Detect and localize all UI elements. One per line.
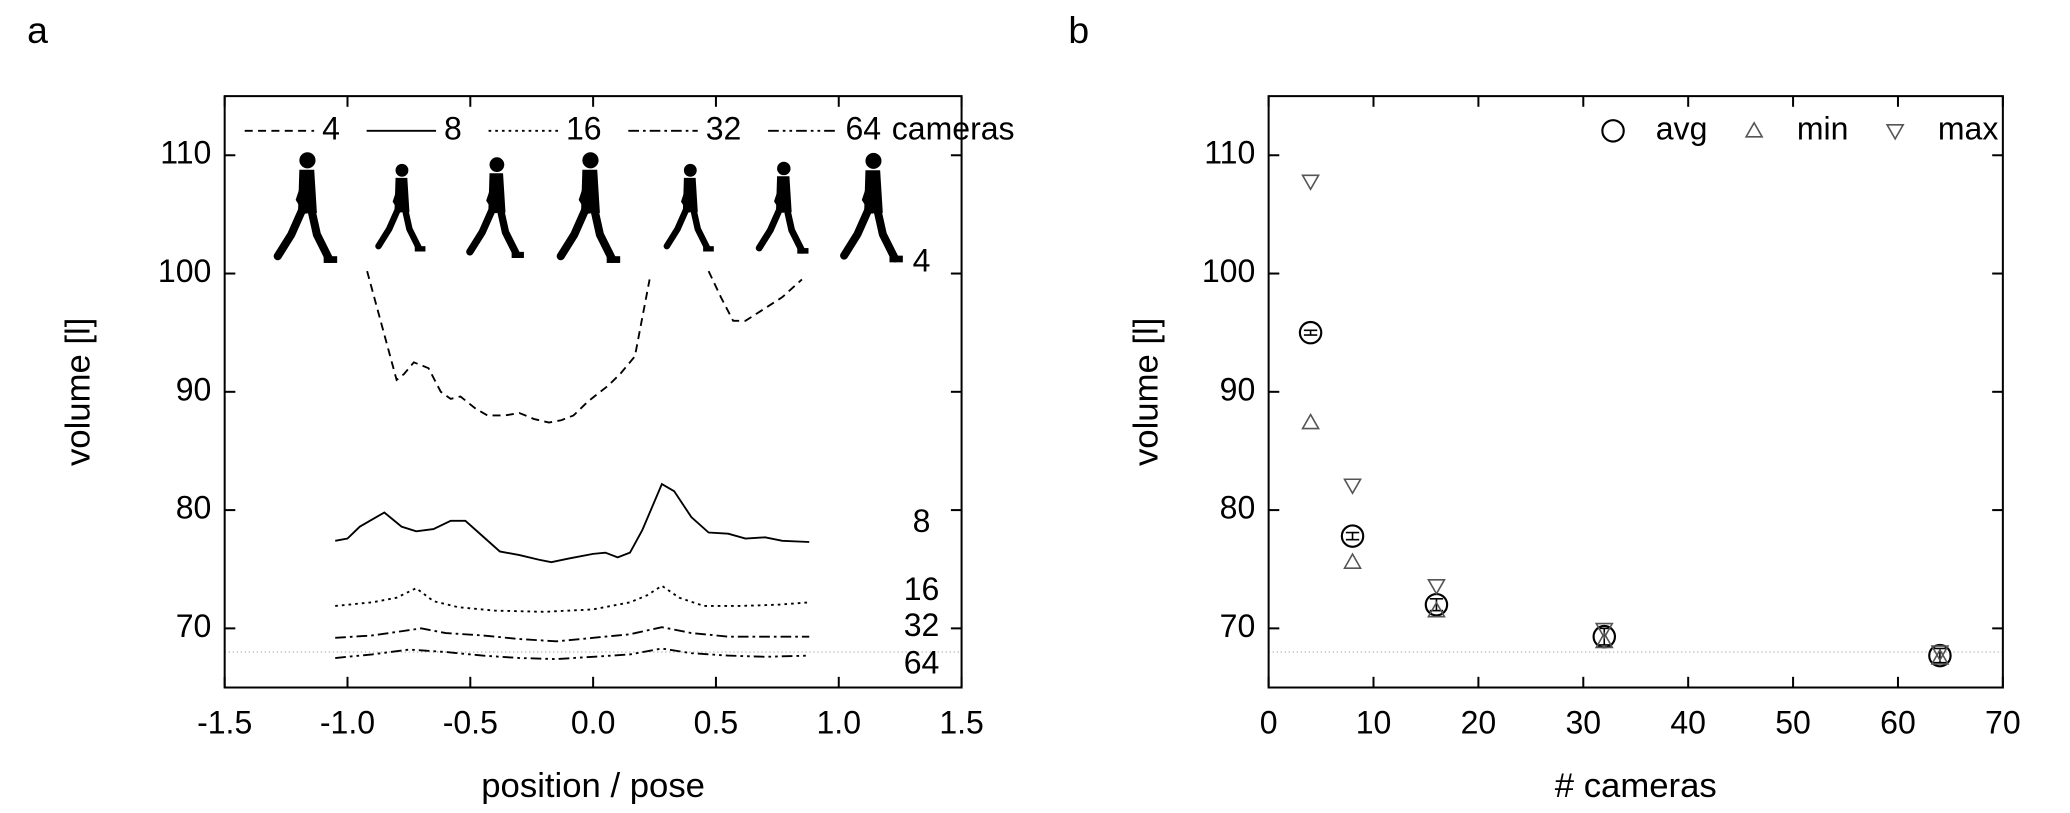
silhouette <box>667 164 714 252</box>
x-tick-label: 0.5 <box>694 704 739 740</box>
marker <box>1298 320 1323 345</box>
x-tick-label: -0.5 <box>443 704 498 740</box>
x-tick-label: 10 <box>1356 704 1392 740</box>
silhouette <box>844 153 903 262</box>
panel-label: b <box>1068 9 1089 51</box>
y-tick-label: 110 <box>160 135 211 171</box>
x-tick-label: 40 <box>1670 704 1706 740</box>
marker <box>1301 174 1320 191</box>
y-tick-label: 80 <box>1220 490 1256 526</box>
silhouette <box>378 164 425 252</box>
x-tick-label: 20 <box>1461 704 1497 740</box>
x-tick-label: -1.0 <box>320 704 375 740</box>
y-tick-label: 80 <box>176 490 212 526</box>
error-bar <box>1345 531 1360 541</box>
line-series <box>366 270 803 424</box>
panel-label: a <box>27 9 48 51</box>
marker <box>1427 578 1446 596</box>
silhouette <box>759 162 808 254</box>
legend-suffix: cameras <box>892 110 1015 146</box>
x-tick-label: -1.5 <box>197 704 252 740</box>
legend-label: 4 <box>322 110 340 146</box>
x-axis-title: # cameras <box>1555 767 1717 805</box>
x-tick-label: 30 <box>1565 704 1601 740</box>
x-tick-label: 1.5 <box>939 704 984 740</box>
error-bar <box>1303 329 1318 336</box>
silhouette <box>470 157 524 258</box>
marker <box>1930 645 1950 662</box>
marker <box>1343 478 1362 495</box>
legend-marker <box>1744 121 1764 138</box>
x-tick-label: 1.0 <box>817 704 862 740</box>
y-axis-title: volume [l] <box>1128 318 1166 466</box>
legend-label: max <box>1938 110 1998 146</box>
marker <box>1928 643 1952 668</box>
marker <box>1301 412 1320 430</box>
plot-frame <box>223 95 963 689</box>
x-tick-label: 0.0 <box>571 704 616 740</box>
y-tick-label: 100 <box>1202 253 1255 289</box>
y-tick-label: 90 <box>1220 371 1256 407</box>
line-series <box>335 626 810 643</box>
silhouette <box>278 152 337 263</box>
y-tick-label: 70 <box>1220 608 1256 644</box>
legend-label: 8 <box>444 110 462 146</box>
legend-marker <box>1601 119 1625 143</box>
plot-frame <box>1267 95 2004 689</box>
x-tick-label: 70 <box>1985 704 2021 740</box>
marker <box>1427 601 1446 618</box>
line-series <box>335 482 810 564</box>
silhouette <box>561 152 620 263</box>
legend-label: avg <box>1656 110 1708 146</box>
marker <box>1340 524 1365 548</box>
legend-label: 64 <box>846 110 882 146</box>
x-tick-label: 50 <box>1775 704 1811 740</box>
series-end-label: 64 <box>904 644 940 680</box>
y-axis-title: volume [l] <box>60 318 98 466</box>
series-end-label: 8 <box>913 503 931 539</box>
series-end-label: 16 <box>904 571 940 607</box>
y-tick-label: 100 <box>158 253 211 289</box>
legend-label: min <box>1797 110 1849 146</box>
error-bar <box>1429 598 1444 612</box>
y-tick-label: 90 <box>176 371 212 407</box>
legend-label: 16 <box>566 110 602 146</box>
x-tick-label: 60 <box>1880 704 1916 740</box>
marker <box>1343 552 1362 569</box>
y-tick-label: 110 <box>1204 135 1255 171</box>
series-end-label: 32 <box>904 607 940 643</box>
y-tick-label: 70 <box>176 608 212 644</box>
marker <box>1594 622 1614 640</box>
x-tick-label: 0 <box>1260 704 1278 740</box>
series-end-label: 4 <box>913 242 931 278</box>
legend-marker <box>1885 124 1905 141</box>
silhouettes <box>278 152 903 263</box>
line-series <box>335 647 810 661</box>
marker <box>1594 631 1614 649</box>
x-axis-title: position / pose <box>481 767 705 805</box>
marker <box>1930 648 1950 665</box>
line-series <box>335 584 810 613</box>
legend-label: 32 <box>706 110 742 146</box>
